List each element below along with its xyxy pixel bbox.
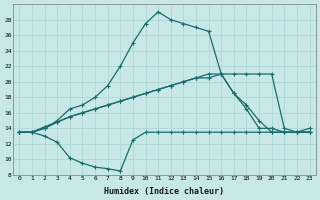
X-axis label: Humidex (Indice chaleur): Humidex (Indice chaleur) xyxy=(104,187,224,196)
